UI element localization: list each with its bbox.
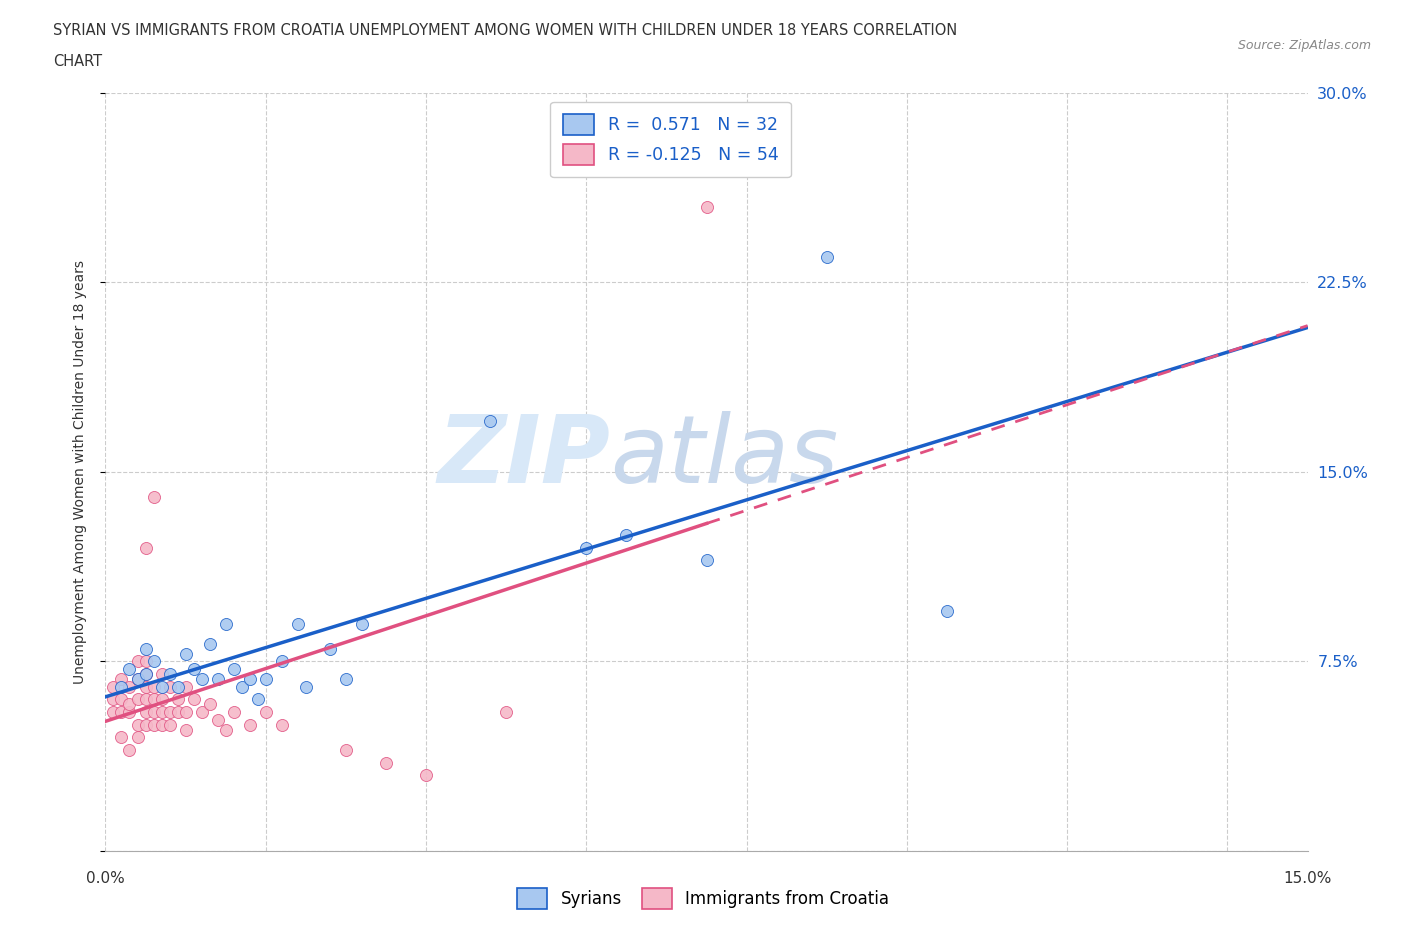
Point [295,679,318,694]
Point [127,692,149,707]
Point [254,705,277,720]
Point [142,490,165,505]
Point [575,540,598,555]
Point [287,617,309,631]
Point [150,667,173,682]
Text: SYRIAN VS IMMIGRANTS FROM CROATIA UNEMPLOYMENT AMONG WOMEN WITH CHILDREN UNDER 1: SYRIAN VS IMMIGRANTS FROM CROATIA UNEMPL… [53,23,957,38]
Point [118,661,141,676]
Point [118,705,141,720]
Point [142,679,165,694]
Point [110,730,132,745]
Point [110,679,132,694]
Point [174,705,197,720]
Point [174,646,197,661]
Point [142,692,165,707]
Point [142,717,165,732]
Point [127,671,149,686]
Point [118,679,141,694]
Point [150,705,173,720]
Point [142,705,165,720]
Point [135,717,157,732]
Point [696,553,718,568]
Point [222,661,245,676]
Point [270,717,292,732]
Point [135,642,157,657]
Point [103,692,125,707]
Point [246,692,269,707]
Point [190,705,212,720]
Point [150,679,173,694]
Point [183,692,205,707]
Point [166,679,188,694]
Point [198,636,221,651]
Point [150,717,173,732]
Point [166,692,188,707]
Point [936,604,959,618]
Y-axis label: Unemployment Among Women with Children Under 18 years: Unemployment Among Women with Children U… [73,260,87,684]
Point [135,692,157,707]
Point [174,723,197,737]
Point [207,671,229,686]
Point [350,617,373,631]
Point [127,717,149,732]
Point [198,697,221,711]
Point [319,642,342,657]
Point [159,717,181,732]
Point [135,667,157,682]
Point [815,250,838,265]
Point [374,755,398,770]
Point [214,617,236,631]
Point [159,705,181,720]
Point [254,671,277,686]
Point [174,679,197,694]
Point [190,671,212,686]
Point [135,654,157,669]
Point [127,654,149,669]
Point [479,414,502,429]
Text: CHART: CHART [53,54,103,69]
Point [135,667,157,682]
Point [110,671,132,686]
Text: ZIP: ZIP [437,411,610,503]
Point [270,654,292,669]
Point [335,742,357,757]
Point [495,705,517,720]
Point [415,768,437,783]
Point [103,705,125,720]
Point [239,671,262,686]
Point [118,697,141,711]
Legend: Syrians, Immigrants from Croatia: Syrians, Immigrants from Croatia [509,880,897,917]
Legend: R =  0.571   N = 32, R = -0.125   N = 54: R = 0.571 N = 32, R = -0.125 N = 54 [550,101,790,177]
Point [207,712,229,727]
Point [159,667,181,682]
Point [214,723,236,737]
Point [135,540,157,555]
Text: Source: ZipAtlas.com: Source: ZipAtlas.com [1237,39,1371,52]
Point [110,692,132,707]
Point [127,671,149,686]
Text: atlas: atlas [610,411,838,502]
Point [696,199,718,214]
Point [127,730,149,745]
Text: 15.0%: 15.0% [1284,871,1331,886]
Point [110,705,132,720]
Point [150,692,173,707]
Point [335,671,357,686]
Point [239,717,262,732]
Text: 0.0%: 0.0% [86,871,125,886]
Point [222,705,245,720]
Point [118,742,141,757]
Point [135,705,157,720]
Point [183,661,205,676]
Point [616,527,638,542]
Point [159,679,181,694]
Point [166,705,188,720]
Point [231,679,253,694]
Point [103,679,125,694]
Point [135,679,157,694]
Point [142,654,165,669]
